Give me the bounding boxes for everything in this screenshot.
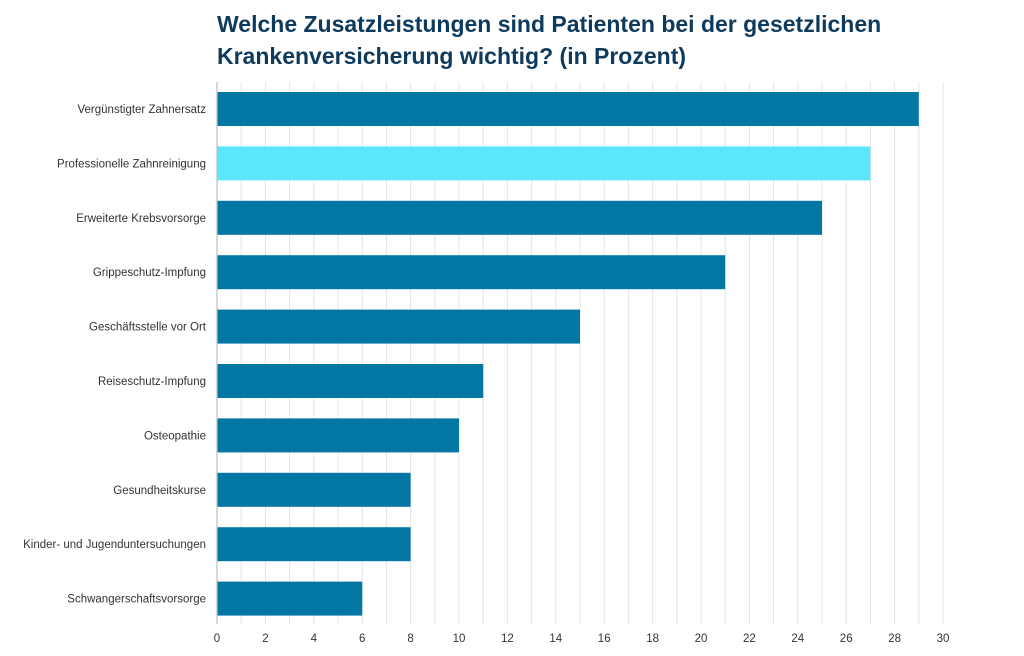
x-tick-label: 14 xyxy=(549,633,562,645)
bar xyxy=(217,364,484,398)
category-label: Osteopathie xyxy=(144,430,206,442)
x-tick-label: 20 xyxy=(695,633,708,645)
x-tick-label: 22 xyxy=(743,633,756,645)
bar xyxy=(217,146,871,181)
bar xyxy=(217,472,411,507)
bar xyxy=(217,255,726,290)
bar xyxy=(217,581,363,616)
x-tick-label: 8 xyxy=(407,633,413,645)
bar xyxy=(217,92,919,126)
bar xyxy=(217,200,822,235)
x-tick-label: 12 xyxy=(501,633,514,645)
category-label: Schwangerschaftsvorsorge xyxy=(67,594,206,606)
category-label: Professionelle Zahnreinigung xyxy=(57,158,206,170)
x-tick-label: 2 xyxy=(262,633,268,645)
x-tick-label: 16 xyxy=(598,633,611,645)
x-tick-label: 6 xyxy=(359,633,365,645)
x-tick-label: 0 xyxy=(214,633,220,645)
x-tick-label: 26 xyxy=(840,633,853,645)
category-label: Kinder- und Jugenduntersuchungen xyxy=(23,539,206,551)
category-label: Gesundheitskurse xyxy=(113,485,206,497)
x-tick-label: 28 xyxy=(888,633,901,645)
x-tick-label: 24 xyxy=(791,633,804,645)
bar xyxy=(217,309,580,344)
category-label: Geschäftsstelle vor Ort xyxy=(89,322,207,334)
x-axis-ticks: 0 2 4 6 8 10 12 14 16 18 20 22 24 26 28 30 xyxy=(214,633,950,645)
bar xyxy=(217,527,411,562)
x-tick-label: 18 xyxy=(646,633,659,645)
category-label: Vergünstigter Zahnersatz xyxy=(78,104,207,116)
x-tick-label: 10 xyxy=(453,633,466,645)
bar xyxy=(217,418,459,453)
bars xyxy=(217,92,919,616)
category-label: Reiseschutz-Impfung xyxy=(98,376,206,388)
category-labels: Vergünstigter Zahnersatz Professionelle Z… xyxy=(23,104,207,606)
x-tick-label: 4 xyxy=(311,633,318,645)
category-label: Erweiterte Krebsvorsorge xyxy=(76,213,206,225)
chart-title: Welche Zusatzleistungen sind Patienten b… xyxy=(217,11,882,69)
category-label: Grippeschutz-Impfung xyxy=(93,267,206,279)
x-tick-label: 30 xyxy=(937,633,950,645)
